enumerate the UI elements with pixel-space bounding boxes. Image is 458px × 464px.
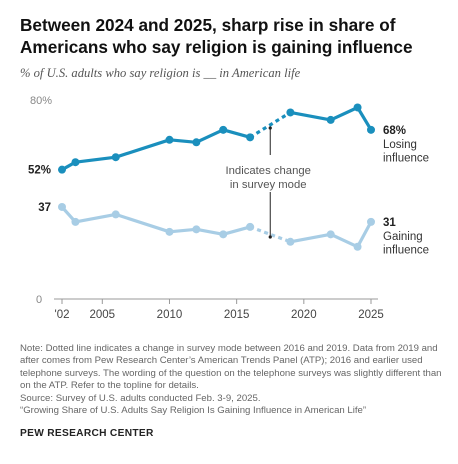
series-label: Losing [383,139,417,151]
x-tick-label: 2005 [90,309,116,321]
data-point [219,125,228,134]
y-tick-label: 0 [36,294,42,306]
data-point [367,125,375,134]
brand-label: PEW RESEARCH CENTER [20,428,154,439]
series-line [60,205,251,236]
data-point [219,230,228,239]
series-label: Gaining [383,231,423,243]
data-point [165,227,174,236]
data-point [192,138,201,147]
source-text: Source: Survey of U.S. adults conducted … [20,392,261,404]
data-point [353,242,362,251]
data-point [111,153,120,162]
annotation-text: Indicates change [226,165,311,177]
data-point [246,133,255,142]
data-point [286,108,295,117]
x-tick-label: '02 [55,309,70,321]
chart-notes: Note: Dotted line indicates a change in … [20,343,445,417]
data-point [326,230,335,239]
data-label: 68% [383,125,406,137]
data-point [111,210,120,219]
data-point [326,115,335,124]
annotation-dot [268,235,272,239]
note-text: Note: Dotted line indicates a change in … [20,343,445,392]
x-tick-label: 2020 [291,309,317,321]
annotation-text: in survey mode [230,179,307,191]
data-point [71,158,80,167]
data-point [353,103,362,112]
series-line [290,221,373,249]
line-chart: 80%0'02 2005 2010 2015 2020 202552%68%Losingi… [28,95,429,321]
data-label: 37 [38,202,51,214]
series-line-dashed [249,111,292,139]
data-point [367,217,375,226]
x-tick-label: 2015 [224,309,250,321]
x-tick-label: 2010 [157,309,183,321]
data-point [58,165,66,174]
report-title-text: “Growing Share of U.S. Adults Say Religi… [20,405,367,417]
annotation-dot [268,126,272,130]
data-point [71,217,80,226]
chart-subtitle: % of U.S. adults who say religion is __ … [20,66,301,80]
chart-title: Between 2024 and 2025, sharp rise in sha… [20,15,413,57]
data-point [286,237,295,246]
series-line [290,105,373,131]
series-line [61,128,251,172]
data-label: 52% [28,165,51,177]
data-point [165,135,174,144]
data-label: 31 [383,217,396,229]
data-point [246,222,255,231]
series-label: influence [383,244,429,256]
x-tick-label: 2025 [358,309,384,321]
series-label: influence [383,152,429,164]
data-point [192,225,201,234]
data-point [58,202,66,211]
y-tick-label: 80% [30,95,52,107]
